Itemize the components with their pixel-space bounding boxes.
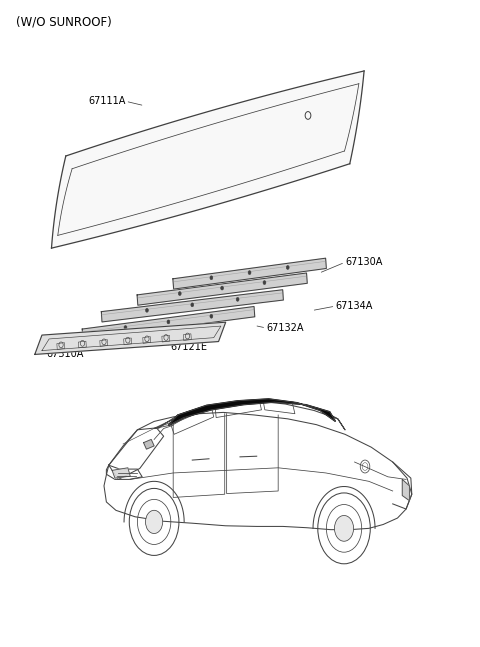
- Text: 67111A: 67111A: [88, 96, 125, 106]
- Text: 67130A: 67130A: [345, 258, 383, 267]
- Polygon shape: [173, 258, 326, 289]
- Circle shape: [210, 314, 213, 318]
- Bar: [143, 336, 151, 344]
- Circle shape: [178, 292, 181, 296]
- Text: 67310A: 67310A: [47, 349, 84, 360]
- Circle shape: [167, 320, 170, 324]
- Polygon shape: [154, 415, 190, 428]
- Bar: [78, 341, 86, 348]
- Circle shape: [263, 281, 266, 285]
- Polygon shape: [35, 322, 226, 355]
- Circle shape: [286, 265, 289, 269]
- Bar: [124, 338, 132, 345]
- Polygon shape: [137, 273, 307, 305]
- Text: 67132A: 67132A: [266, 323, 304, 333]
- Bar: [162, 335, 170, 342]
- Text: (W/O SUNROOF): (W/O SUNROOF): [16, 16, 111, 28]
- Polygon shape: [168, 399, 336, 425]
- Circle shape: [145, 309, 148, 313]
- Bar: [57, 343, 65, 349]
- Polygon shape: [101, 290, 283, 322]
- Text: 67134A: 67134A: [336, 301, 373, 311]
- Circle shape: [236, 298, 239, 302]
- Circle shape: [210, 276, 213, 280]
- Circle shape: [145, 510, 163, 534]
- Polygon shape: [112, 468, 130, 478]
- Circle shape: [335, 516, 354, 542]
- Polygon shape: [82, 307, 255, 339]
- Circle shape: [248, 270, 251, 274]
- Circle shape: [124, 325, 127, 329]
- Text: 67121E: 67121E: [171, 342, 208, 352]
- Polygon shape: [402, 479, 409, 501]
- Polygon shape: [144, 439, 154, 449]
- Bar: [183, 334, 192, 340]
- Circle shape: [191, 303, 194, 307]
- Bar: [100, 340, 108, 346]
- Circle shape: [221, 286, 224, 290]
- Polygon shape: [51, 71, 364, 248]
